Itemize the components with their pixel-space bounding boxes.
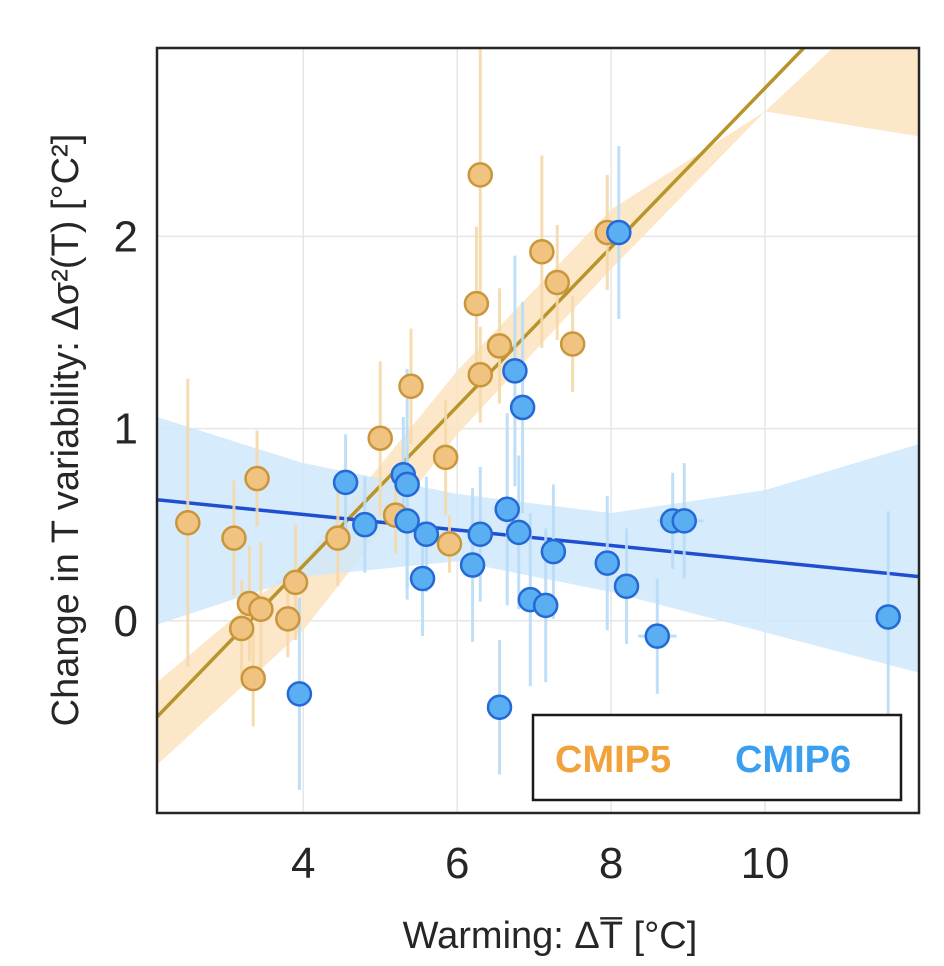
y-tick-label: 2 [114, 212, 138, 261]
data-point-cmip5 [436, 531, 463, 557]
legend: CMIP5 CMIP6 [531, 713, 903, 802]
data-point-cmip5 [467, 162, 494, 188]
data-point-cmip6 [613, 573, 640, 599]
data-point-cmip5 [467, 362, 494, 388]
x-tick-label: 10 [741, 839, 790, 888]
data-point-cmip6 [467, 521, 494, 548]
data-point-cmip6 [875, 604, 901, 630]
data-point-cmip5 [228, 615, 255, 642]
x-tick-label: 8 [599, 839, 623, 888]
data-point-cmip5 [544, 269, 570, 296]
data-point-cmip6 [494, 496, 520, 523]
data-point-cmip6 [352, 511, 378, 538]
y-tick-label: 1 [114, 405, 138, 454]
data-point-cmip6 [671, 508, 697, 534]
data-point-cmip6 [506, 519, 532, 546]
data-points [175, 162, 901, 721]
data-point-cmip6 [532, 592, 559, 619]
confidence-band-cmip5 [157, 48, 919, 765]
data-point-cmip5 [486, 333, 513, 359]
data-point-cmip6 [594, 550, 621, 576]
data-point-cmip5 [248, 596, 274, 623]
data-point-cmip5 [432, 444, 459, 471]
legend-entry-cmip5: CMIP5 [555, 739, 671, 781]
data-point-cmip6 [409, 565, 436, 592]
data-point-cmip6 [394, 508, 420, 534]
data-point-cmip5 [244, 465, 270, 492]
data-point-cmip6 [413, 521, 440, 548]
plot-background [157, 48, 919, 813]
data-point-cmip6 [540, 538, 567, 565]
data-point-cmip5 [463, 290, 490, 317]
data-point-cmip6 [509, 394, 536, 421]
fit-line-cmip6 [157, 497, 919, 579]
y-axis-label: Change in T variability: Δσ²(T) [°C²] [45, 134, 87, 727]
x-tick-labels: 4 6 8 10 [291, 839, 790, 888]
legend-box [531, 713, 903, 802]
data-point-cmip6 [486, 694, 513, 721]
data-point-cmip6 [459, 552, 486, 578]
data-point-cmip6 [502, 358, 528, 384]
plot-frame [155, 46, 921, 815]
data-point-cmip5 [240, 665, 266, 692]
data-point-cmip6 [644, 623, 671, 649]
y-tick-labels: 0 1 2 [114, 212, 138, 645]
x-tick-label: 4 [291, 839, 315, 888]
data-point-cmip5 [221, 525, 247, 551]
legend-entry-cmip6: CMIP6 [735, 739, 851, 781]
data-point-cmip5 [275, 606, 301, 632]
data-point-cmip5 [325, 525, 351, 551]
data-point-cmip5 [367, 425, 393, 451]
data-point-cmip6 [394, 471, 420, 498]
x-axis-label: Warming: ΔT̅ [°C] [403, 915, 698, 957]
data-point-cmip6 [606, 219, 632, 246]
data-point-cmip5 [529, 238, 555, 265]
y-tick-label: 0 [114, 597, 138, 646]
data-point-cmip5 [398, 373, 424, 400]
x-tick-label: 6 [445, 839, 469, 888]
data-point-cmip5 [282, 569, 309, 596]
data-point-cmip5 [175, 510, 201, 536]
data-point-cmip6 [332, 469, 359, 496]
data-point-cmip6 [286, 681, 313, 707]
data-point-cmip5 [559, 331, 586, 357]
